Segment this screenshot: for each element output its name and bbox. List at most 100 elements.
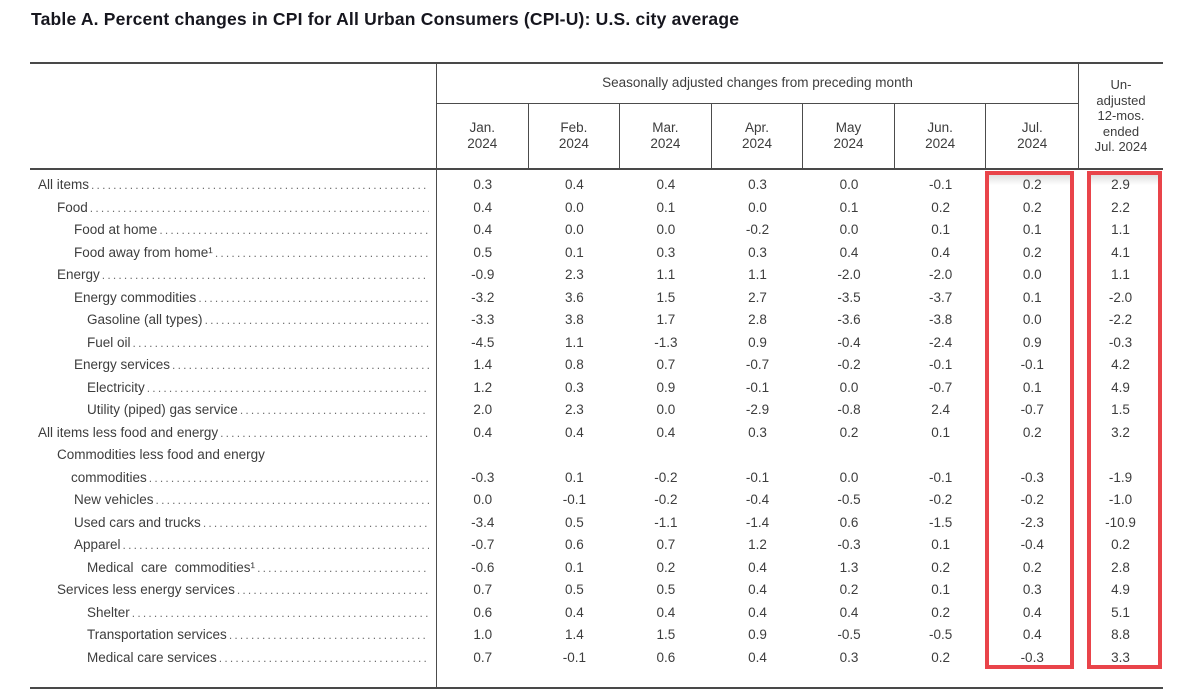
value-cell: 0.7 — [656, 357, 676, 372]
row-label: Energy services — [30, 354, 437, 377]
column-header-jun-2024: Jun. 2024 — [895, 104, 987, 168]
value-cell: 1.5 — [656, 289, 676, 305]
value-cell: 0.4 — [564, 177, 584, 192]
value-cell: 0.4 — [931, 244, 951, 260]
value-cell: 0.4 — [748, 582, 767, 597]
row-label: Used cars and trucks — [30, 511, 437, 534]
value-cell: 0.1 — [656, 199, 676, 215]
value-cell: 0.4 — [473, 199, 493, 215]
value-cell: -0.2 — [929, 492, 953, 507]
month-header-row: Jan. 2024 Feb. 2024 Mar. 2024 Apr. 2024 May 2024 J… — [437, 104, 1078, 168]
row-label: Energy commodities — [30, 286, 437, 309]
value-cell: -4.5 — [471, 334, 495, 350]
table-body: All items 0.3 0.4 0.4 0.3 0.0 -0.1 0.2 2.9 Food 0.… — [30, 170, 1163, 687]
column-header-jul-2024: Jul. 2024 — [1017, 120, 1048, 151]
row-label: Shelter — [30, 601, 437, 624]
row-label: Transportation services — [30, 624, 437, 647]
seasonally-adjusted-header-group: Seasonally adjusted changes from precedi… — [437, 64, 1078, 168]
value-cell: -2.3 — [1020, 514, 1044, 530]
value-cell: -0.1 — [562, 649, 586, 665]
row-label: Services less energy services — [30, 579, 437, 602]
value-cell: 0.1 — [564, 469, 584, 485]
value-cell: -0.3 — [1020, 469, 1044, 485]
table-row: Transportation services 1.0 1.4 1.5 0.9 -0.5 -… — [30, 624, 1163, 647]
row-label: Electricity — [30, 376, 437, 399]
value-cell: 0.2 — [931, 649, 951, 665]
value-cell: 0.0 — [656, 222, 676, 237]
value-cell: 4.9 — [1111, 379, 1130, 395]
value-cell: 0.4 — [839, 244, 859, 260]
cpi-table: Seasonally adjusted changes from precedi… — [30, 62, 1163, 689]
value-cell: -0.9 — [471, 267, 495, 282]
value-cell: 0.4 — [656, 177, 676, 192]
value-cell: 0.2 — [656, 559, 676, 575]
table-title: Table A. Percent changes in CPI for All … — [31, 9, 740, 29]
value-cell: 0.4 — [1022, 604, 1042, 620]
table-rows: All items 0.3 0.4 0.4 0.3 0.0 -0.1 0.2 2.9 Food 0.… — [30, 174, 1163, 669]
value-cell: 0.0 — [1022, 312, 1042, 327]
value-cell: -2.4 — [929, 334, 953, 350]
value-cell: 1.1 — [1111, 267, 1130, 282]
value-cell: 0.4 — [564, 424, 584, 440]
value-cell: 0.7 — [473, 582, 493, 597]
group-header-label: Seasonally adjusted changes from precedi… — [437, 64, 1078, 104]
highlight-box-unadjusted-column — [1087, 171, 1162, 669]
value-cell: 3.8 — [564, 312, 584, 327]
value-cell: 0.4 — [656, 424, 676, 440]
value-cell: 0.1 — [839, 199, 859, 215]
value-cell: 0.4 — [473, 424, 493, 440]
value-cell: -3.4 — [471, 514, 495, 530]
row-label: All items — [30, 174, 437, 197]
table-row: Fuel oil -4.5 1.1 -1.3 0.9 -0.4 -2.4 0.9 -0.3 — [30, 331, 1163, 354]
value-cell: 0.0 — [1022, 267, 1042, 282]
table-header: Seasonally adjusted changes from precedi… — [30, 64, 1163, 170]
value-cell: 1.1 — [1111, 222, 1130, 237]
value-cell: 0.4 — [564, 604, 584, 620]
value-cell: 2.4 — [931, 402, 951, 417]
value-cell: 1.2 — [748, 537, 767, 552]
table-row: All items less food and energy 0.4 0.4 0.4 0… — [30, 421, 1163, 444]
value-cell: 1.1 — [656, 267, 676, 282]
value-cell: 0.4 — [748, 649, 767, 665]
value-cell: -0.1 — [929, 177, 953, 192]
value-cell: -0.6 — [471, 559, 495, 575]
value-cell: 2.7 — [748, 289, 767, 305]
value-cell: 0.8 — [564, 357, 584, 372]
value-cell: -0.7 — [745, 357, 770, 372]
value-cell: 1.1 — [564, 334, 584, 350]
value-cell: 0.3 — [473, 177, 493, 192]
value-cell: 0.2 — [1111, 537, 1130, 552]
value-cell: -0.2 — [654, 492, 678, 507]
value-cell: 5.1 — [1111, 604, 1130, 620]
value-cell: 8.8 — [1111, 627, 1130, 642]
body-bottom-spacer — [30, 669, 1163, 687]
value-cell: -0.1 — [929, 357, 953, 372]
value-cell: 0.6 — [656, 649, 676, 665]
value-cell: 1.1 — [748, 267, 767, 282]
value-cell: 0.7 — [473, 649, 493, 665]
value-cell: 0.4 — [473, 222, 493, 237]
value-cell: -0.3 — [1020, 649, 1044, 665]
value-cell: 0.2 — [1022, 199, 1042, 215]
value-cell: 0.6 — [473, 604, 493, 620]
row-label: All items less food and energy — [30, 421, 437, 444]
column-header-mar-2024: Mar. 2024 — [620, 104, 712, 168]
row-label: Medical care commodities¹ — [30, 556, 437, 579]
value-cell: 0.0 — [748, 199, 767, 215]
value-cell: 0.2 — [931, 199, 951, 215]
column-header-apr-2024: Apr. 2024 — [712, 104, 804, 168]
value-cell: 1.0 — [473, 627, 493, 642]
table-row: Medical care services 0.7 -0.1 0.6 0.4 0.3 0.2… — [30, 646, 1163, 669]
table-row: Utility (piped) gas service 2.0 2.3 0.0 -2.9… — [30, 399, 1163, 422]
value-cell: 0.4 — [748, 559, 767, 575]
value-cell: -2.0 — [1108, 289, 1133, 305]
table-row: Medical care commodities¹ -0.6 0.1 0.2 0.4 1.… — [30, 556, 1163, 579]
value-cell: -0.7 — [929, 379, 953, 395]
value-cell: 0.0 — [564, 199, 584, 215]
value-cell: 0.9 — [748, 627, 767, 642]
value-cell: -0.7 — [1020, 402, 1044, 417]
value-cell: -0.2 — [837, 357, 861, 372]
value-cell: -0.2 — [745, 222, 770, 237]
value-cell: 2.9 — [1111, 177, 1130, 192]
